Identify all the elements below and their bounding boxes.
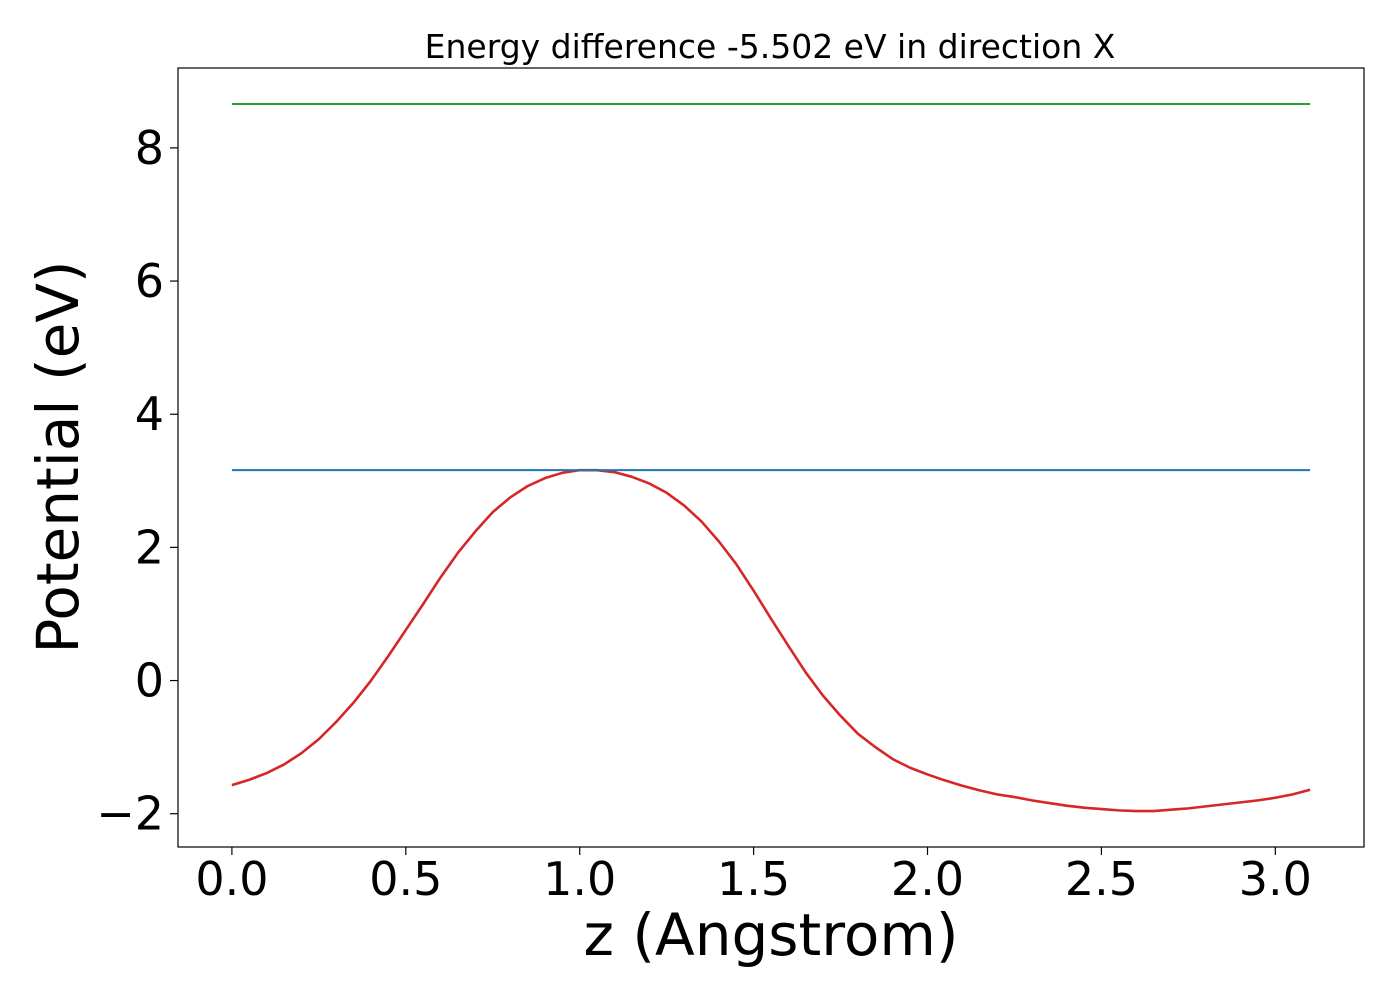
chart-title: Energy difference -5.502 eV in direction… xyxy=(425,27,1116,66)
x-tick-label: 0.5 xyxy=(369,852,442,906)
x-axis: 0.0 0.5 1.0 1.5 2.0 2.5 3.0 xyxy=(195,847,1312,906)
x-tick-label: 3.0 xyxy=(1239,852,1312,906)
series-layer xyxy=(231,102,1311,813)
series-line-1 xyxy=(231,468,1311,813)
plot-frame xyxy=(177,67,1365,848)
y-tick-label: 6 xyxy=(135,254,164,308)
x-tick-label: 1.0 xyxy=(543,852,616,906)
y-tick-label: 0 xyxy=(135,654,164,708)
y-tick-label: 4 xyxy=(135,387,164,441)
y-tick-label: −2 xyxy=(96,787,164,841)
y-axis-label: Potential (eV) xyxy=(24,260,92,653)
x-tick-label: 2.5 xyxy=(1065,852,1138,906)
y-axis: −2 0 2 4 6 8 xyxy=(96,121,178,841)
x-axis-label: z (Angstrom) xyxy=(584,901,959,969)
y-tick-label: 8 xyxy=(135,121,164,175)
x-tick-label: 1.5 xyxy=(717,852,790,906)
x-tick-label: 2.0 xyxy=(891,852,964,906)
y-tick-label: 2 xyxy=(135,520,164,574)
x-tick-label: 0.0 xyxy=(195,852,268,906)
